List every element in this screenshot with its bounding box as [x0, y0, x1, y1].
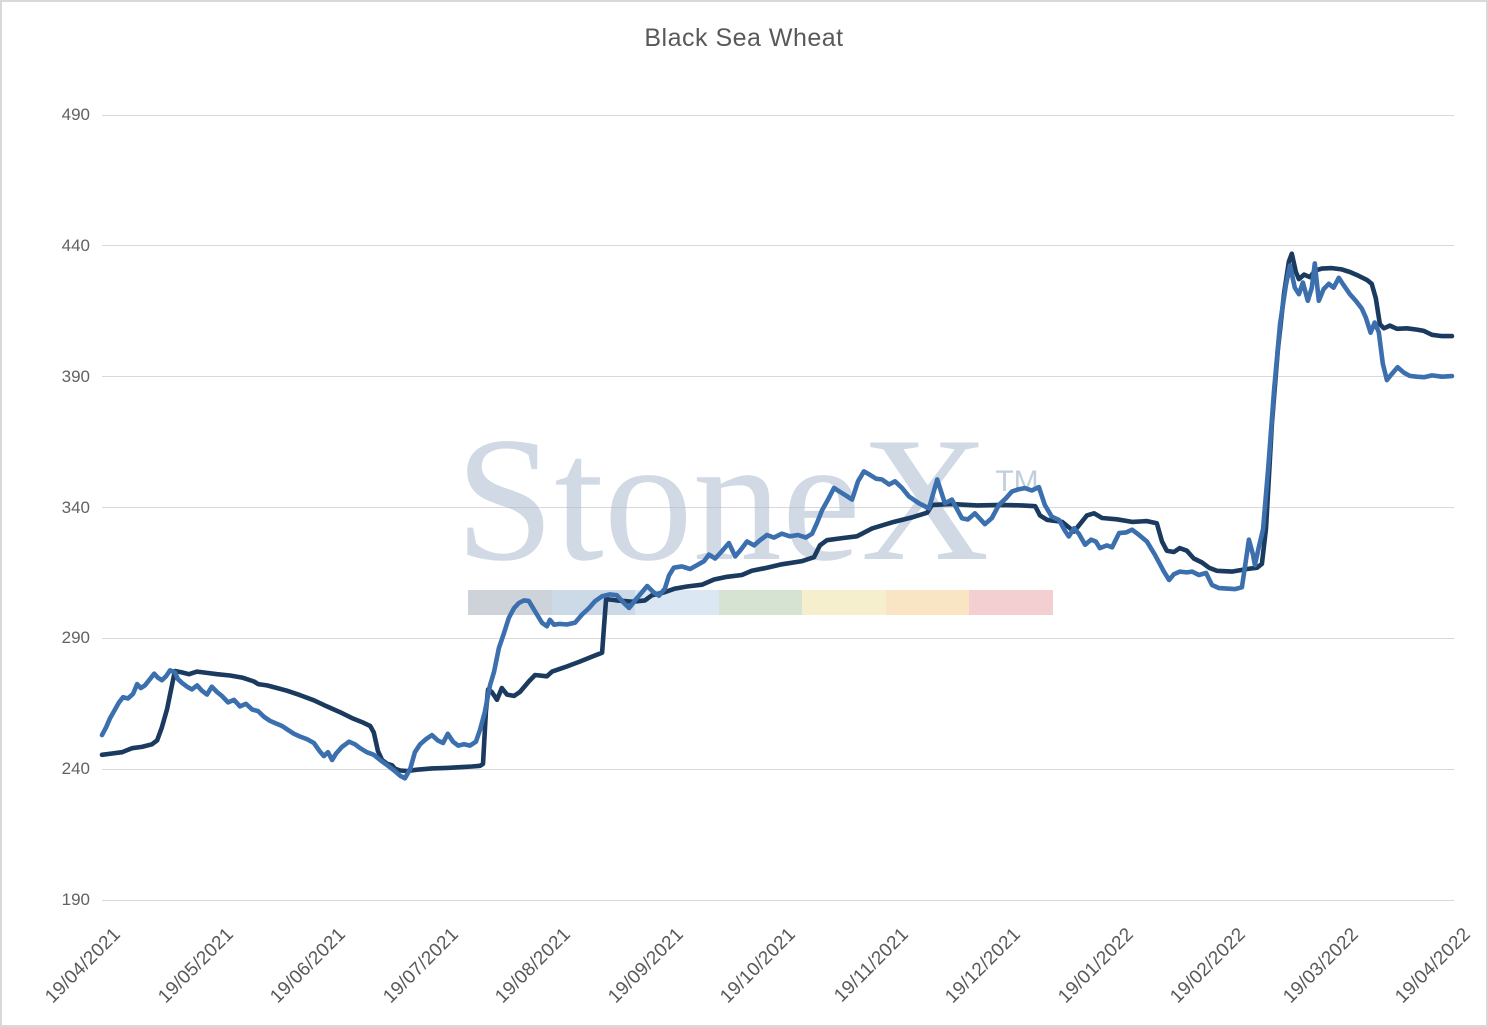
stonex-watermark-text: StoneX — [455, 400, 990, 598]
y-axis-tick-label: 490 — [61, 105, 90, 124]
y-axis-tick-label: 440 — [61, 235, 90, 255]
brand-strip-segment-6 — [885, 590, 970, 615]
gridline-390 — [102, 376, 1454, 378]
series-light-blue-line — [99, 261, 1455, 781]
chart-title: Black Sea Wheat — [644, 24, 844, 52]
gridline-290 — [102, 637, 1454, 639]
brand-strip-segment-1 — [468, 590, 552, 615]
gridline-240 — [102, 768, 1454, 770]
brand-strip-segment-4 — [718, 590, 803, 615]
y-axis-tick-label: 240 — [61, 759, 90, 779]
y-axis-tick-label: 340 — [61, 497, 90, 517]
gridline-440 — [102, 245, 1454, 247]
y-axis-tick-label: 190 — [61, 890, 90, 909]
series-dark-navy-line — [99, 251, 1455, 774]
brand-strip-segment-5 — [802, 590, 886, 615]
brand-strip-segment-7 — [969, 590, 1054, 615]
brand-strip-segment-3 — [635, 590, 719, 615]
gridline-340 — [102, 507, 1454, 508]
y-axis-tick-label: 290 — [61, 628, 90, 648]
y-axis-tick-label: 390 — [61, 366, 90, 386]
gridline-490 — [102, 114, 1454, 116]
stonex-brand-color-strip — [468, 590, 1054, 615]
gridline-190 — [102, 899, 1454, 901]
